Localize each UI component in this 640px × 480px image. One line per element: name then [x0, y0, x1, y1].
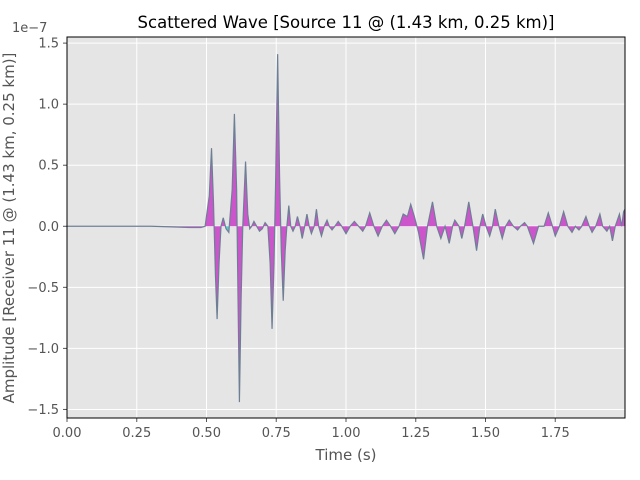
x-tick-label: 0.75: [262, 426, 291, 441]
x-tick-label: 1.00: [332, 426, 361, 441]
x-tick-label: 0.00: [53, 426, 82, 441]
plot-frame: [66, 36, 626, 419]
x-tick-label: 0.50: [192, 426, 221, 441]
y-axis-ticks: −1.5 −1.0 −0.5 0.0 0.5 1.0 1.5: [27, 37, 67, 418]
positive-lobe: [263, 222, 275, 329]
y-offset-label: 1e−7: [12, 21, 47, 36]
x-axis-title: Time (s): [315, 446, 377, 464]
y-axis-title: Amplitude [Receiver 11 @ (1.43 km, 0.25 …: [0, 53, 18, 404]
trace-line: [67, 54, 626, 403]
x-tick-label: 1.50: [471, 426, 500, 441]
x-axis-ticks: 0.00 0.25 0.50 0.75 1.00 1.25 1.50 1.75: [53, 418, 570, 441]
y-tick-label: 0.0: [38, 220, 59, 235]
chart-title: Scattered Wave [Source 11 @ (1.43 km, 0.…: [138, 13, 555, 32]
y-tick-label: −1.5: [27, 403, 59, 418]
positive-lobe: [416, 201, 625, 260]
y-tick-label: 1.5: [38, 37, 59, 52]
positive-lobe: [214, 217, 226, 320]
y-tick-label: −1.0: [27, 342, 59, 357]
x-tick-label: 0.25: [122, 426, 151, 441]
y-tick-label: −0.5: [27, 281, 59, 296]
y-tick-label: 1.0: [38, 98, 59, 113]
x-tick-label: 1.25: [401, 426, 430, 441]
y-gridlines: [67, 42, 625, 410]
y-tick-label: 0.5: [38, 159, 59, 174]
x-tick-label: 1.75: [541, 426, 570, 441]
